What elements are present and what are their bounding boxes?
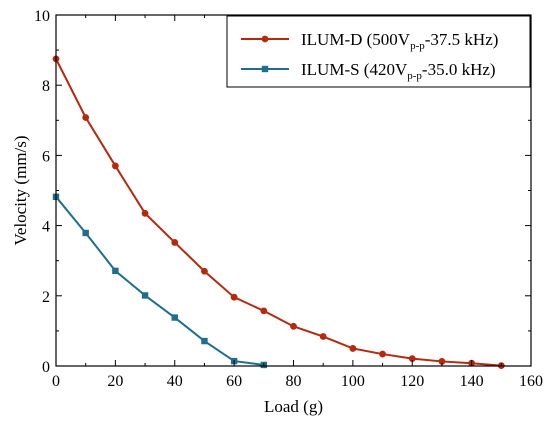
data-point-1-3 <box>141 292 149 299</box>
data-point-0-12 <box>408 355 416 363</box>
series-1 <box>52 193 268 369</box>
legend-items: ILUM-D (500Vp-p-37.5 kHz) ILUM-S (420Vp-p… <box>241 30 498 82</box>
legend-label-0: ILUM-D (500Vp-p-37.5 kHz) <box>301 30 498 52</box>
data-point-0-3 <box>141 209 149 217</box>
data-point-0-6 <box>230 293 238 301</box>
y-axis-label: Velocity (mm/s) <box>11 135 30 245</box>
x-tick-label-5: 100 <box>341 373 365 390</box>
data-point-0-11 <box>379 350 386 358</box>
legend-marker-0 <box>261 35 269 43</box>
y-tick-label-3: 6 <box>42 148 50 165</box>
legend-box <box>226 15 531 88</box>
data-point-0-5 <box>201 267 208 275</box>
x-tick-label-0: 0 <box>52 373 60 390</box>
data-point-0-10 <box>349 345 357 352</box>
data-point-1-4 <box>171 314 178 321</box>
y-tick-label-5: 10 <box>34 8 50 25</box>
data-point-0-8 <box>290 322 297 330</box>
data-point-1-2 <box>112 267 119 275</box>
x-tick-label-3: 60 <box>226 373 242 390</box>
x-tick-label-8: 160 <box>519 373 543 390</box>
legend: ILUM-D (500Vp-p-37.5 kHz) ILUM-S (420Vp-p… <box>226 15 531 88</box>
data-point-0-9 <box>319 333 327 340</box>
data-point-1-1 <box>82 229 89 237</box>
data-point-0-13 <box>438 358 446 365</box>
data-point-0-7 <box>260 307 268 315</box>
y-tick-label-0: 0 <box>42 359 50 376</box>
series-line-1 <box>55 196 264 366</box>
x-tick-label-1: 20 <box>107 373 123 390</box>
y-tick-label-4: 8 <box>42 78 50 95</box>
data-point-0-1 <box>82 114 90 121</box>
legend-item-0: ILUM-D (500Vp-p-37.5 kHz) <box>241 30 498 52</box>
data-point-1-5 <box>201 337 208 345</box>
y-tick-label-1: 2 <box>42 289 50 306</box>
y-tick-label-2: 4 <box>42 219 50 236</box>
series-line-0 <box>55 58 502 367</box>
data-point-0-4 <box>171 239 179 246</box>
x-tick-label-4: 80 <box>286 373 302 390</box>
legend-item-1: ILUM-S (420Vp-p-35.0 kHz) <box>241 60 496 82</box>
data-point-0-2 <box>111 162 119 170</box>
series-0 <box>52 55 505 370</box>
series-layer <box>52 55 505 370</box>
x-tick-label-7: 140 <box>460 373 484 390</box>
ticks-layer: 0 20 40 60 80 100 120 140 160 0 2 4 6 8 10 <box>34 8 543 390</box>
legend-marker-1 <box>261 65 269 73</box>
x-tick-label-6: 120 <box>400 373 424 390</box>
x-tick-label-2: 40 <box>167 373 183 390</box>
x-axis-label: Load (g) <box>264 397 323 416</box>
legend-label-1: ILUM-S (420Vp-p-35.0 kHz) <box>301 60 496 82</box>
